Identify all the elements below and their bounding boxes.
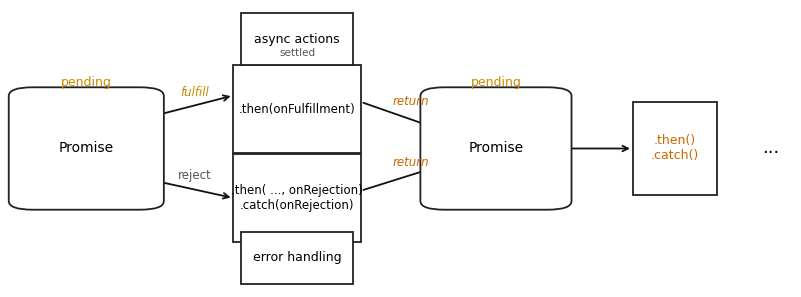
Text: .then(onFulfillment): .then(onFulfillment) — [239, 103, 356, 116]
Text: reject: reject — [178, 169, 211, 182]
Text: .then()
.catch(): .then() .catch() — [650, 135, 699, 162]
Text: return: return — [392, 95, 429, 108]
Text: Promise: Promise — [469, 141, 524, 156]
Text: fulfill: fulfill — [180, 86, 209, 99]
FancyBboxPatch shape — [241, 232, 352, 284]
FancyBboxPatch shape — [233, 154, 360, 242]
Text: pending: pending — [61, 76, 111, 89]
Text: async actions: async actions — [254, 33, 340, 46]
Text: ...: ... — [762, 140, 779, 157]
Text: error handling: error handling — [253, 251, 341, 264]
Text: Promise: Promise — [58, 141, 114, 156]
FancyBboxPatch shape — [233, 65, 360, 153]
Text: pending: pending — [470, 76, 521, 89]
Text: settled: settled — [279, 48, 315, 58]
FancyBboxPatch shape — [9, 87, 164, 210]
Text: return: return — [392, 156, 429, 169]
Text: .then( ..., onRejection)
.catch(onRejection): .then( ..., onRejection) .catch(onReject… — [231, 184, 363, 212]
FancyBboxPatch shape — [633, 102, 717, 195]
FancyBboxPatch shape — [241, 13, 352, 65]
FancyBboxPatch shape — [421, 87, 572, 210]
